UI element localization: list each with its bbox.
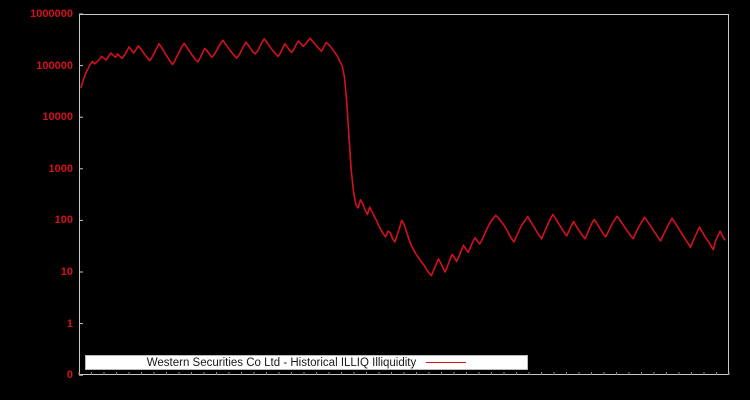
y-axis-tick-label: 1000000 (30, 8, 73, 20)
y-axis-tick-marks (79, 13, 83, 376)
y-axis-tick-label: 1000 (48, 162, 73, 175)
y-axis-tick-label: 10000 (42, 111, 73, 124)
plot-area-background (79, 14, 729, 375)
chart-legend[interactable]: Western Securities Co Ltd - Historical I… (85, 355, 528, 370)
series-line-illiq (80, 37, 726, 277)
y-axis-tick-label: 1 (66, 317, 73, 330)
y-axis-tick-labels: 1000000 100000 10000 1000 100 10 1 0 (0, 0, 73, 400)
legend-label: Western Securities Co Ltd - Historical I… (146, 356, 417, 369)
y-axis-tick-label: 10 (60, 266, 73, 278)
y-axis-tick-label: 100000 (36, 59, 73, 72)
legend-line-sample-icon (426, 362, 467, 363)
x-axis-tick-marks (78, 372, 730, 375)
y-axis-tick-label: 0 (66, 369, 73, 382)
y-axis-tick-label: 100 (54, 214, 73, 227)
